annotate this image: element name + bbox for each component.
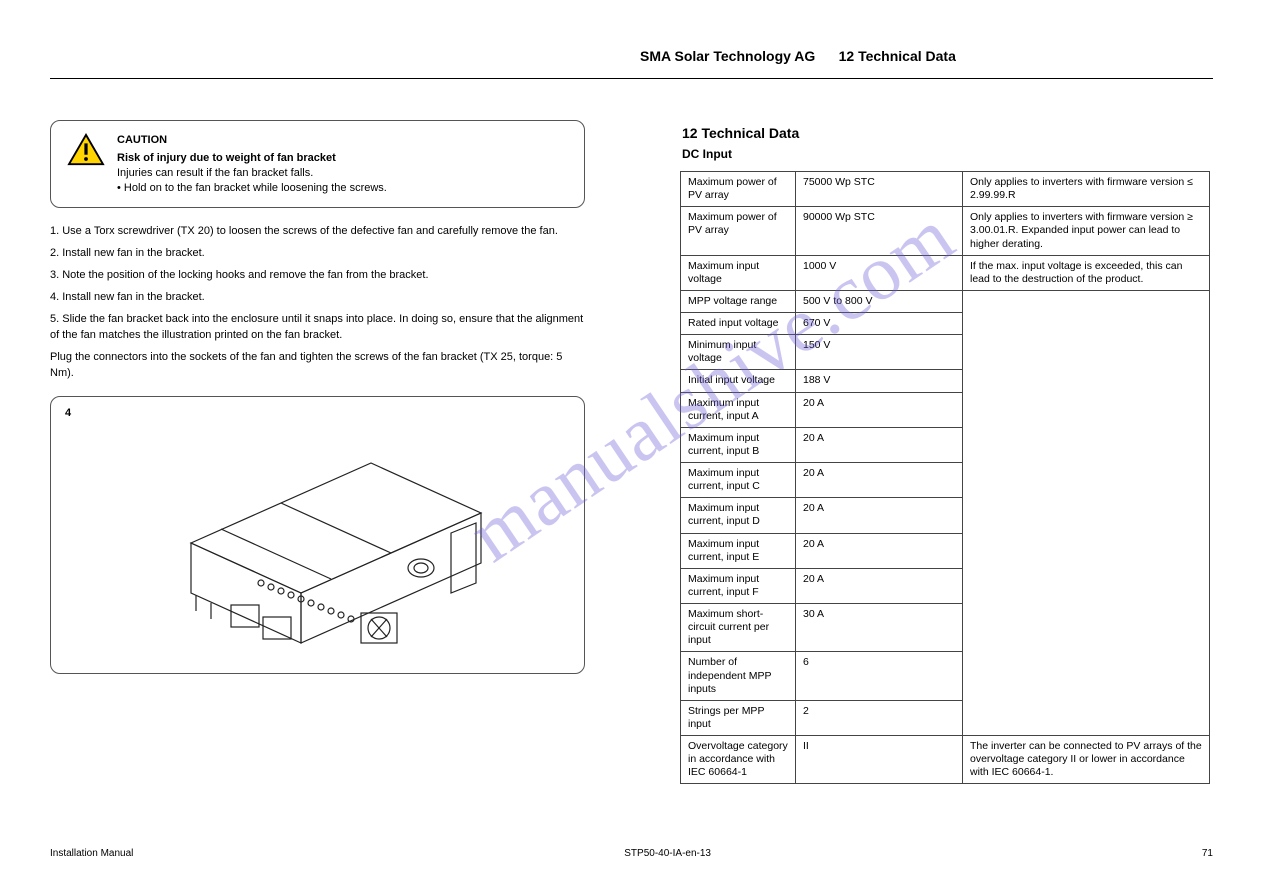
spec-value: 500 V to 800 V	[796, 290, 963, 312]
footer-left: Installation Manual	[50, 848, 133, 859]
spec-param: Maximum input current, input C	[681, 463, 796, 498]
spec-value: II	[796, 736, 963, 784]
table-row: Overvoltage category in accordance with …	[681, 736, 1210, 784]
left-column: CAUTION Risk of injury due to weight of …	[50, 120, 585, 674]
spec-param: Overvoltage category in accordance with …	[681, 736, 796, 784]
step-2: 2. Install new fan in the bracket.	[50, 246, 585, 262]
header-rule	[50, 78, 1213, 79]
step-5a: 5. Slide the fan bracket back into the e…	[50, 312, 585, 344]
spec-value: 150 V	[796, 335, 963, 370]
spec-value: 2	[796, 700, 963, 735]
step-3: 3. Note the position of the locking hook…	[50, 268, 585, 284]
spec-param: Maximum short-circuit current per input	[681, 604, 796, 652]
spec-value: 1000 V	[796, 255, 963, 290]
subsection-heading: DC Input	[680, 147, 1210, 161]
caution-text: CAUTION Risk of injury due to weight of …	[117, 133, 387, 195]
step-4: 4. Install new fan in the bracket.	[50, 290, 585, 306]
spec-note: The inverter can be connected to PV arra…	[963, 736, 1210, 784]
spec-param: MPP voltage range	[681, 290, 796, 312]
table-row: Maximum power of PV array75000 Wp STCOnl…	[681, 172, 1210, 207]
warning-triangle-icon	[67, 133, 105, 172]
figure-number: 4	[65, 407, 71, 419]
spec-value: 20 A	[796, 533, 963, 568]
caution-box: CAUTION Risk of injury due to weight of …	[50, 120, 585, 208]
spec-value: 188 V	[796, 370, 963, 392]
table-row: Maximum power of PV array90000 Wp STCOnl…	[681, 207, 1210, 255]
spec-table: Maximum power of PV array75000 Wp STCOnl…	[680, 171, 1210, 784]
spec-param: Initial input voltage	[681, 370, 796, 392]
footer: Installation Manual STP50-40-IA-en-13 71	[50, 848, 1213, 859]
spec-param: Maximum input current, input F	[681, 568, 796, 603]
spec-value: 20 A	[796, 392, 963, 427]
spec-param: Maximum input voltage	[681, 255, 796, 290]
spec-note: Only applies to inverters with firmware …	[963, 172, 1210, 207]
figure-box: 4	[50, 396, 585, 674]
spec-param: Strings per MPP input	[681, 700, 796, 735]
caution-heading: CAUTION	[117, 133, 387, 148]
section-heading: 12 Technical Data	[680, 125, 1210, 141]
caution-line1: Risk of injury due to weight of fan brac…	[117, 151, 387, 166]
steps-list: 1. Use a Torx screwdriver (TX 20) to loo…	[50, 224, 585, 382]
spec-value: 20 A	[796, 463, 963, 498]
footer-center: STP50-40-IA-en-13	[624, 848, 711, 859]
spec-value: 75000 Wp STC	[796, 172, 963, 207]
table-row: Maximum input voltage1000 VIf the max. i…	[681, 255, 1210, 290]
footer-right: 71	[1202, 848, 1213, 859]
step-5b: Plug the connectors into the sockets of …	[50, 350, 585, 382]
spec-value: 6	[796, 652, 963, 700]
spec-value: 20 A	[796, 427, 963, 462]
spec-value: 30 A	[796, 604, 963, 652]
spec-param: Number of independent MPP inputs	[681, 652, 796, 700]
caution-bullet: • Hold on to the fan bracket while loose…	[117, 181, 387, 196]
spec-param: Maximum input current, input E	[681, 533, 796, 568]
spec-param: Minimum input voltage	[681, 335, 796, 370]
header-text: SMA Solar Technology AG	[640, 48, 815, 64]
spec-value: 670 V	[796, 313, 963, 335]
spec-value: 90000 Wp STC	[796, 207, 963, 255]
spec-param: Maximum input current, input A	[681, 392, 796, 427]
spec-note	[963, 290, 1210, 735]
spec-value: 20 A	[796, 568, 963, 603]
right-column: 12 Technical Data DC Input Maximum power…	[680, 125, 1210, 784]
spec-value: 20 A	[796, 498, 963, 533]
spec-note: Only applies to inverters with firmware …	[963, 207, 1210, 255]
step-1: 1. Use a Torx screwdriver (TX 20) to loo…	[50, 224, 585, 240]
spec-param: Maximum input current, input B	[681, 427, 796, 462]
caution-line2: Injuries can result if the fan bracket f…	[117, 166, 387, 181]
spec-note: If the max. input voltage is exceeded, t…	[963, 255, 1210, 290]
table-row: MPP voltage range500 V to 800 V	[681, 290, 1210, 312]
spec-param: Maximum power of PV array	[681, 207, 796, 255]
inverter-diagram-icon	[111, 433, 521, 658]
spec-param: Maximum input current, input D	[681, 498, 796, 533]
spec-param: Rated input voltage	[681, 313, 796, 335]
spec-param: Maximum power of PV array	[681, 172, 796, 207]
header-section: 12 Technical Data	[839, 48, 956, 64]
page-header: SMA Solar Technology AG 12 Technical Dat…	[640, 48, 956, 64]
